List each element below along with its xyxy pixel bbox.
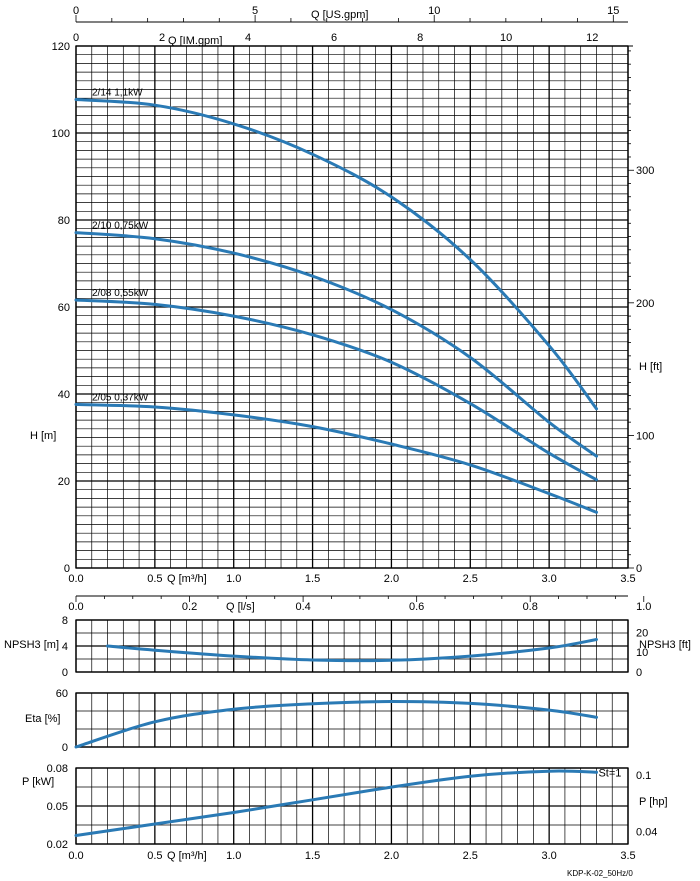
x-axis-label-bottom: Q [m³/h] — [167, 850, 207, 862]
npsh-y-tick-label: 0 — [62, 667, 68, 679]
head-y-label-right: H [ft] — [639, 361, 662, 373]
x-tick-label-bottom: 3.5 — [620, 850, 635, 862]
eta-y-label: Eta [%] — [25, 713, 60, 725]
ls-tick-label: 0.2 — [182, 601, 197, 613]
im-gpm-tick-label: 12 — [586, 32, 598, 44]
head-y-tick-label: 100 — [52, 128, 70, 140]
eta-grid-frame — [75, 692, 629, 748]
im-gpm-tick-label: 4 — [245, 32, 251, 44]
power-y-label: P [kW] — [22, 776, 54, 788]
power-curve — [74, 769, 598, 837]
power-series-label: St=1 — [598, 767, 621, 779]
ls-tick-label: 0.4 — [295, 601, 310, 613]
series-label: 2/10 0,75kW — [92, 221, 149, 232]
im-gpm-tick-label: 8 — [417, 32, 423, 44]
ft-tick-label: 100 — [636, 430, 654, 442]
us-gpm-tick-label: 10 — [428, 5, 440, 17]
x-tick-label-bottom: 1.5 — [305, 850, 320, 862]
npsh-ft-tick-label: 0 — [636, 667, 642, 679]
x-tick-label-main: 2.0 — [384, 573, 399, 585]
im-gpm-tick-label: 6 — [331, 32, 337, 44]
npsh-ft-tick-label: 10 — [636, 647, 648, 659]
im-gpm-tick-label: 10 — [500, 32, 512, 44]
us-gpm-tick-label: 15 — [607, 5, 619, 17]
x-tick-label-bottom: 2.5 — [463, 850, 478, 862]
series-label: 2/14 1,1kW — [92, 88, 143, 99]
npsh-ft-tick-label: 20 — [636, 627, 648, 639]
x-tick-label-main: 1.0 — [226, 573, 241, 585]
series-label: 2/05 0,37kW — [92, 392, 149, 403]
ft-tick-label: 0 — [636, 563, 642, 575]
ls-tick-label: 0.0 — [68, 601, 83, 613]
head-curve — [74, 98, 598, 411]
ls-tick-label: 1.0 — [636, 601, 651, 613]
eta-y-tick-label: 60 — [56, 688, 68, 700]
x-tick-label-main: 2.5 — [463, 573, 478, 585]
npsh-y-tick-label: 4 — [62, 641, 68, 653]
npsh-y-label-right: NPSH3 [ft] — [639, 639, 691, 651]
power-y-tick-label: 0.02 — [47, 839, 68, 851]
us-gpm-tick-label: 0 — [73, 5, 79, 17]
power-grid-frame — [75, 767, 629, 845]
x-axis-label-main: Q [m³/h] — [167, 573, 207, 585]
im-gpm-tick-label: 0 — [73, 32, 79, 44]
head-y-tick-label: 80 — [58, 215, 70, 227]
x-tick-label-main: 0.0 — [68, 573, 83, 585]
npsh-y-tick-label: 8 — [62, 615, 68, 627]
grid-layer — [75, 15, 645, 845]
x-tick-label-main: 0.5 — [147, 573, 162, 585]
eta-curve — [74, 699, 598, 749]
head-y-tick-label: 0 — [64, 563, 70, 575]
x-tick-label-bottom: 3.0 — [541, 850, 556, 862]
head-y-tick-label: 20 — [58, 476, 70, 488]
ls-tick-label: 0.6 — [409, 601, 424, 613]
x-tick-label-main: 1.5 — [305, 573, 320, 585]
eta-y-tick-label: 0 — [62, 742, 68, 754]
head-y-tick-label: 60 — [58, 302, 70, 314]
npsh-grid-frame — [75, 619, 629, 673]
power-y-label-right: P [hp] — [639, 796, 668, 808]
npsh-curve — [106, 638, 598, 663]
ls-tick-label: 0.8 — [523, 601, 538, 613]
head-grid-frame — [75, 45, 629, 569]
ls-axis-label: Q [l/s] — [226, 601, 255, 613]
head-curve — [74, 231, 598, 458]
series-label: 2/08 0,55kW — [92, 288, 149, 299]
head-curve — [74, 298, 598, 482]
power-hp-tick-label: 0.1 — [636, 770, 651, 782]
curve-layer — [74, 98, 598, 837]
ft-tick-label: 200 — [636, 298, 654, 310]
x-tick-label-main: 3.5 — [620, 573, 635, 585]
x-tick-label-bottom: 0.0 — [68, 850, 83, 862]
us-gpm-tick-label: 5 — [252, 5, 258, 17]
top-im-gpm-label: Q [IM.gpm] — [168, 35, 222, 47]
ft-tick-label: 300 — [636, 165, 654, 177]
power-y-tick-label: 0.08 — [47, 763, 68, 775]
power-hp-tick-label: 0.04 — [636, 827, 657, 839]
head-curve — [74, 402, 598, 514]
footnote: KDP-K-02_50Hz/0 — [567, 869, 633, 878]
head-y-tick-label: 40 — [58, 389, 70, 401]
im-gpm-tick-label: 2 — [159, 32, 165, 44]
label-layer: 0 5 10 150 2 4 6 8 10 120204060801001200100200300… — [47, 5, 658, 862]
power-y-tick-label: 0.05 — [47, 801, 68, 813]
head-y-label: H [m] — [30, 430, 56, 442]
x-tick-label-bottom: 2.0 — [384, 850, 399, 862]
x-tick-label-main: 3.0 — [541, 573, 556, 585]
x-tick-label-bottom: 0.5 — [147, 850, 162, 862]
npsh-y-label: NPSH3 [m] — [4, 639, 59, 651]
head-y-tick-label: 120 — [52, 41, 70, 53]
x-tick-label-bottom: 1.0 — [226, 850, 241, 862]
top-us-gpm-label: Q [US.gpm] — [311, 9, 368, 21]
